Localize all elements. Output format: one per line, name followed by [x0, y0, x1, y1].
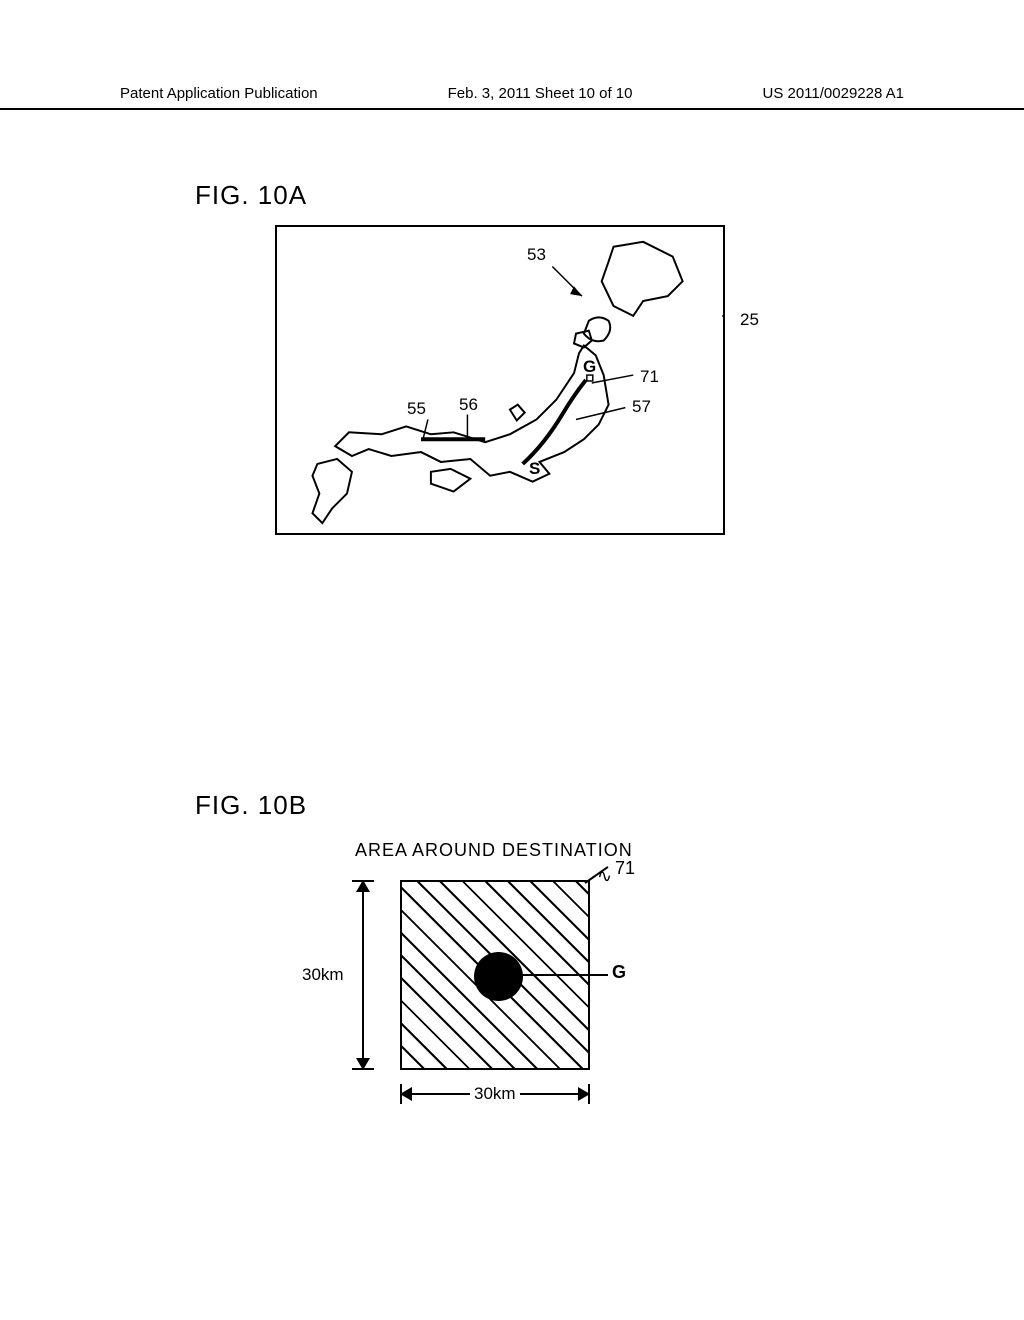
callout-56: 56 — [459, 395, 478, 415]
callout-71: 71 — [640, 367, 659, 387]
destination-dot — [474, 952, 523, 1001]
figure-10a-map-box: 53 55 56 57 71 G S — [275, 225, 725, 535]
callout-53: 53 — [527, 245, 546, 265]
callout-71-b: 71 — [615, 858, 635, 879]
figure-10b-label: FIG. 10B — [195, 790, 307, 821]
callout-55: 55 — [407, 399, 426, 419]
dim-h-label: 30km — [470, 1084, 520, 1104]
g-leader-line — [520, 974, 608, 976]
header-date-sheet: Feb. 3, 2011 Sheet 10 of 10 — [448, 85, 633, 102]
leader-71-curve-icon: ∿ — [597, 866, 612, 887]
figure-10a-label: FIG. 10A — [195, 180, 307, 211]
destination-g-label: G — [612, 962, 626, 983]
dim-v-arrow-up-icon — [356, 880, 370, 892]
dim-v-label: 30km — [302, 965, 344, 985]
dim-v-arrow-down-icon — [356, 1058, 370, 1070]
dimension-horizontal: 30km — [400, 1080, 590, 1120]
figure-10b-diagram: 30km 30km G ∿ 71 — [400, 880, 620, 1100]
dim-h-arrow-left-icon — [400, 1087, 412, 1101]
callout-57: 57 — [632, 397, 651, 417]
dim-h-arrow-right-icon — [578, 1087, 590, 1101]
callout-25: 25 — [740, 310, 759, 330]
marker-g: G — [583, 357, 596, 377]
page-header: Patent Application Publication Feb. 3, 2… — [0, 85, 1024, 110]
dim-v-line — [362, 880, 364, 1070]
header-pub-number: US 2011/0029228 A1 — [762, 85, 904, 102]
marker-s: S — [529, 459, 540, 479]
dimension-vertical: 30km — [340, 880, 390, 1070]
figure-10b-subtitle: AREA AROUND DESTINATION — [355, 840, 633, 861]
header-publication: Patent Application Publication — [120, 85, 318, 102]
